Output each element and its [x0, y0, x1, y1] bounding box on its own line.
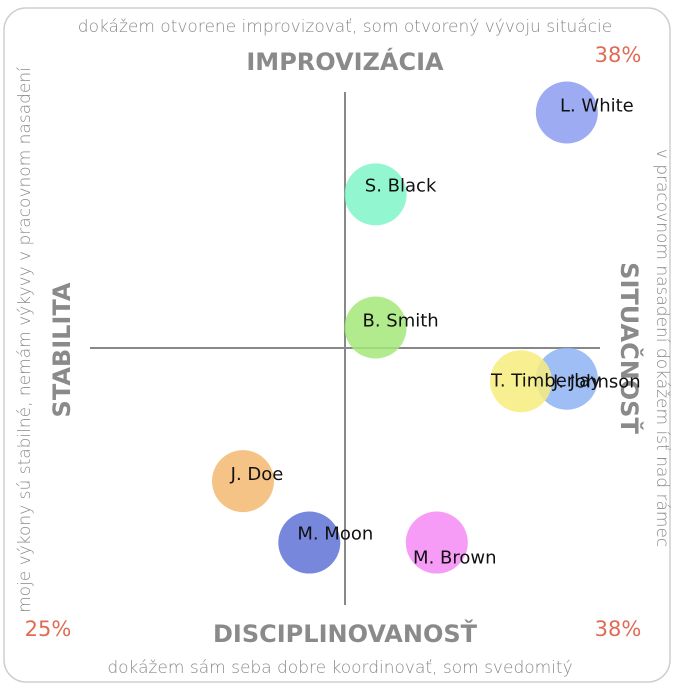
- bubble: [344, 296, 407, 359]
- bubble: [535, 81, 598, 144]
- point-label: L. White: [560, 95, 634, 116]
- point-label: J. Doe: [230, 464, 284, 485]
- frame: [3, 7, 671, 683]
- left-text: moje výkony sú stabilné, nemám výkyvy v …: [15, 67, 35, 613]
- point-label: M. Brown: [413, 548, 496, 569]
- point-label: T. Timberlay: [490, 370, 601, 391]
- bubble: [278, 511, 341, 574]
- point-label: S. Black: [365, 175, 437, 196]
- bottom-label: DISCIPLINOVANOSŤ: [213, 618, 478, 648]
- point-label: M. Moon: [297, 524, 373, 545]
- bubble: [535, 347, 598, 410]
- right-label: SITUAČNOSŤ: [615, 262, 645, 434]
- bubble: [405, 511, 468, 574]
- corner-percent: 38%: [595, 617, 642, 641]
- corner-percent: 38%: [595, 43, 642, 67]
- top-label: IMPROVIZÁCIA: [246, 47, 444, 76]
- point-label: J. Johnson: [552, 372, 641, 393]
- point-label: B. Smith: [362, 311, 438, 332]
- bubble: [344, 163, 407, 226]
- left-label: STABILITA: [48, 282, 76, 417]
- right-text: v pracovnom nasadení dokážem ísť nad rám…: [652, 149, 672, 548]
- corner-percent: 25%: [25, 617, 72, 641]
- bubble: [489, 350, 552, 413]
- bottom-text: dokážem sám seba dobre koordinovať, som …: [107, 658, 572, 678]
- bubble: [212, 450, 274, 513]
- top-text: dokážem otvorene improvizovať, som otvor…: [78, 17, 612, 37]
